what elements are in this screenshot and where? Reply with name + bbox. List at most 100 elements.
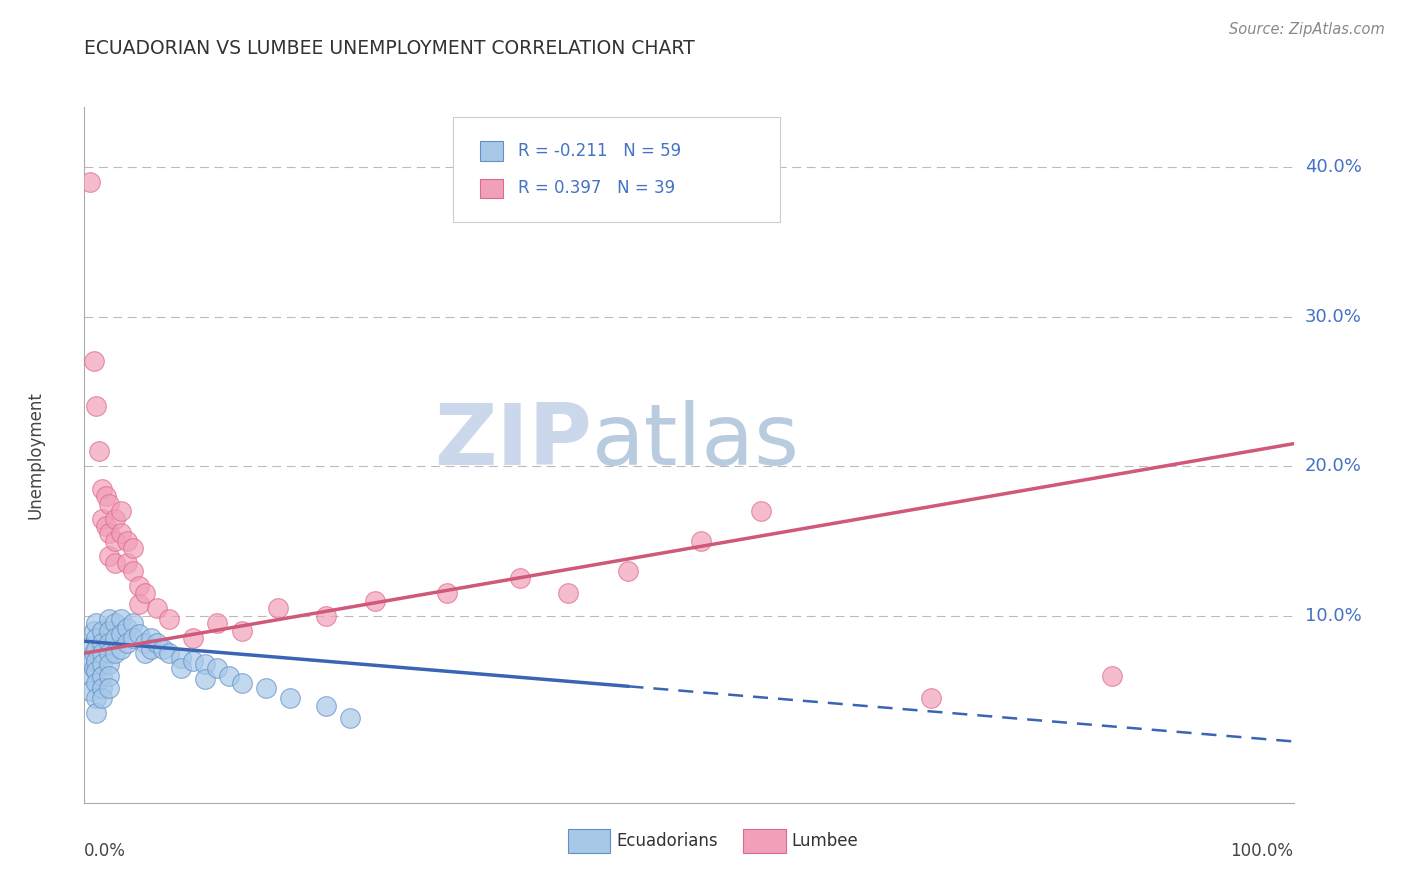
Point <box>104 511 127 525</box>
Point <box>94 519 117 533</box>
Point <box>339 710 361 724</box>
Point <box>86 664 108 678</box>
Point <box>115 557 138 571</box>
Point <box>104 616 127 631</box>
Point <box>104 557 127 571</box>
Point <box>86 616 108 631</box>
Point <box>86 706 108 720</box>
Point <box>79 654 101 668</box>
Point <box>157 646 180 660</box>
Text: Lumbee: Lumbee <box>792 831 859 850</box>
Point <box>152 641 174 656</box>
Point <box>231 624 253 638</box>
Point <box>690 533 713 548</box>
Point <box>207 661 229 675</box>
FancyBboxPatch shape <box>744 829 786 853</box>
Text: 30.0%: 30.0% <box>1305 308 1361 326</box>
Text: 100.0%: 100.0% <box>1230 842 1294 860</box>
Text: 40.0%: 40.0% <box>1305 158 1361 176</box>
Point <box>194 672 217 686</box>
Point <box>86 691 108 706</box>
Point <box>146 601 169 615</box>
Point <box>86 631 108 645</box>
Point <box>194 657 217 671</box>
Point <box>104 631 127 645</box>
Point <box>83 646 105 660</box>
Point <box>115 533 138 548</box>
Point <box>181 654 204 668</box>
Point <box>91 636 114 650</box>
Point <box>97 681 120 695</box>
Point <box>79 639 101 653</box>
Point <box>87 444 110 458</box>
Point <box>128 626 150 640</box>
Point <box>91 624 114 638</box>
Text: Unemployment: Unemployment <box>27 391 45 519</box>
Point <box>97 612 120 626</box>
Point <box>134 646 156 660</box>
Point <box>91 681 114 695</box>
Point <box>170 661 193 675</box>
Point <box>1101 668 1123 682</box>
Point <box>79 668 101 682</box>
Point <box>91 646 114 660</box>
Point <box>79 175 101 189</box>
Point <box>97 657 120 671</box>
Point <box>110 612 132 626</box>
Text: Ecuadorians: Ecuadorians <box>616 831 718 850</box>
Point <box>91 668 114 682</box>
Point <box>267 601 290 615</box>
Point <box>110 526 132 541</box>
Point <box>920 691 942 706</box>
Point <box>170 650 193 665</box>
Point <box>363 594 385 608</box>
Point <box>91 657 114 671</box>
Text: 0.0%: 0.0% <box>84 842 127 860</box>
FancyBboxPatch shape <box>479 178 503 198</box>
Point <box>207 616 229 631</box>
Point <box>509 571 531 585</box>
Text: 20.0%: 20.0% <box>1305 457 1361 475</box>
Point <box>115 621 138 635</box>
Point <box>134 636 156 650</box>
Point <box>97 526 120 541</box>
FancyBboxPatch shape <box>453 118 779 222</box>
Point <box>315 698 337 713</box>
Point <box>83 661 105 675</box>
Point <box>110 641 132 656</box>
Text: Source: ZipAtlas.com: Source: ZipAtlas.com <box>1229 22 1385 37</box>
Point <box>110 504 132 518</box>
Point <box>110 626 132 640</box>
Point <box>97 497 120 511</box>
Point <box>121 564 143 578</box>
Point <box>231 676 253 690</box>
Point <box>751 504 773 518</box>
Point <box>617 564 640 578</box>
Point <box>146 636 169 650</box>
Point <box>86 676 108 690</box>
Point <box>115 636 138 650</box>
Point <box>86 399 108 413</box>
Point <box>157 612 180 626</box>
Point <box>94 489 117 503</box>
Point <box>557 586 579 600</box>
Point <box>91 691 114 706</box>
Point <box>97 668 120 682</box>
Point <box>121 616 143 631</box>
Point <box>91 511 114 525</box>
Point <box>436 586 458 600</box>
Point <box>79 683 101 698</box>
Point <box>86 641 108 656</box>
Text: atlas: atlas <box>592 400 800 483</box>
Point <box>218 668 240 682</box>
Point <box>104 646 127 660</box>
Point <box>83 624 105 638</box>
Text: R = 0.397   N = 39: R = 0.397 N = 39 <box>517 179 675 197</box>
Point <box>97 624 120 638</box>
Point <box>121 631 143 645</box>
Point <box>315 608 337 623</box>
Point <box>139 641 162 656</box>
Point <box>104 533 127 548</box>
Text: 10.0%: 10.0% <box>1305 607 1361 624</box>
Text: ECUADORIAN VS LUMBEE UNEMPLOYMENT CORRELATION CHART: ECUADORIAN VS LUMBEE UNEMPLOYMENT CORREL… <box>84 39 695 58</box>
